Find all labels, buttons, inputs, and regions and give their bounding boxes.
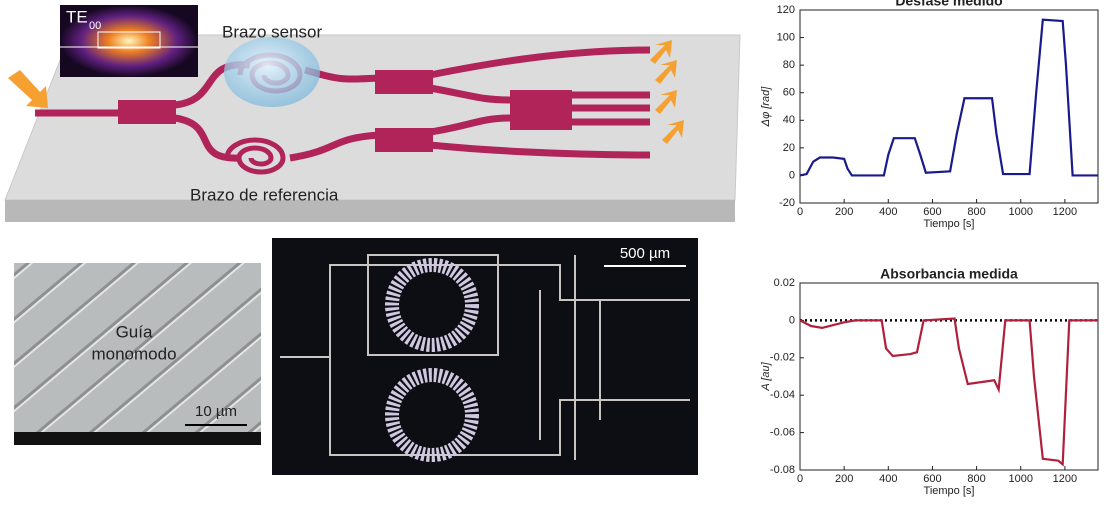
x-tick-label: 1200 bbox=[1053, 473, 1077, 485]
y-axis-label: Δφ [rad] bbox=[760, 86, 772, 128]
y-tick-label: -20 bbox=[779, 197, 795, 209]
y-tick-label: -0.06 bbox=[770, 427, 795, 439]
x-tick-label: 400 bbox=[879, 206, 897, 218]
chart-title: Desfase medido bbox=[895, 0, 1002, 9]
micro-scale-label: 500 µm bbox=[620, 245, 670, 262]
sem-label: Guía bbox=[116, 322, 153, 341]
x-tick-label: 0 bbox=[797, 206, 803, 218]
arrows bbox=[8, 40, 684, 144]
y-tick-label: 60 bbox=[783, 87, 795, 99]
x-tick-label: 200 bbox=[835, 206, 853, 218]
y-tick-label: -0.02 bbox=[770, 352, 795, 364]
y-tick-label: -0.04 bbox=[770, 389, 795, 401]
x-tick-label: 800 bbox=[967, 206, 985, 218]
y-tick-label: 0 bbox=[789, 169, 795, 181]
x-tick-label: 1200 bbox=[1053, 206, 1077, 218]
sem-scale-label: 10 µm bbox=[195, 403, 237, 420]
mode-box bbox=[97, 31, 161, 49]
data-line bbox=[799, 18, 1098, 177]
mode-label: TE bbox=[66, 7, 88, 26]
sem-image bbox=[14, 263, 261, 445]
y-tick-label: 120 bbox=[777, 4, 795, 16]
mmi bbox=[118, 70, 572, 152]
y-tick-label: 40 bbox=[783, 114, 795, 126]
x-tick-label: 1000 bbox=[1008, 473, 1032, 485]
reference-label: Brazo de referencia bbox=[190, 185, 339, 204]
y-axis-label: A [au] bbox=[760, 361, 772, 391]
x-tick-label: 600 bbox=[923, 473, 941, 485]
y-tick-label: 100 bbox=[777, 31, 795, 43]
x-axis-label: Tiempo [s] bbox=[924, 218, 975, 230]
micro-image bbox=[272, 238, 698, 475]
x-tick-label: 0 bbox=[797, 473, 803, 485]
sem-info-bar bbox=[14, 432, 261, 445]
droplet bbox=[224, 37, 320, 107]
y-tick-label: 0.02 bbox=[774, 277, 795, 289]
chip-edge bbox=[5, 200, 735, 222]
y-tick-label: -0.08 bbox=[770, 464, 795, 476]
x-tick-label: 1000 bbox=[1008, 206, 1032, 218]
sem-label: monomodo bbox=[91, 344, 176, 363]
x-axis-label: Tiempo [s] bbox=[924, 485, 975, 497]
sensor-label: Brazo sensor bbox=[222, 22, 322, 41]
y-tick-label: 80 bbox=[783, 59, 795, 71]
x-tick-label: 400 bbox=[879, 473, 897, 485]
x-tick-label: 600 bbox=[923, 206, 941, 218]
mode-subscript: 00 bbox=[89, 20, 101, 32]
micro-spirals bbox=[385, 258, 479, 462]
y-tick-label: 20 bbox=[783, 142, 795, 154]
chart-title: Absorbancia medida bbox=[880, 266, 1018, 282]
plot-area bbox=[799, 9, 1099, 204]
plot-area bbox=[799, 282, 1099, 471]
x-tick-label: 800 bbox=[967, 473, 985, 485]
mode-profile bbox=[60, 5, 198, 77]
data-line bbox=[799, 317, 1098, 467]
y-tick-label: 0 bbox=[789, 314, 795, 326]
x-tick-label: 200 bbox=[835, 473, 853, 485]
